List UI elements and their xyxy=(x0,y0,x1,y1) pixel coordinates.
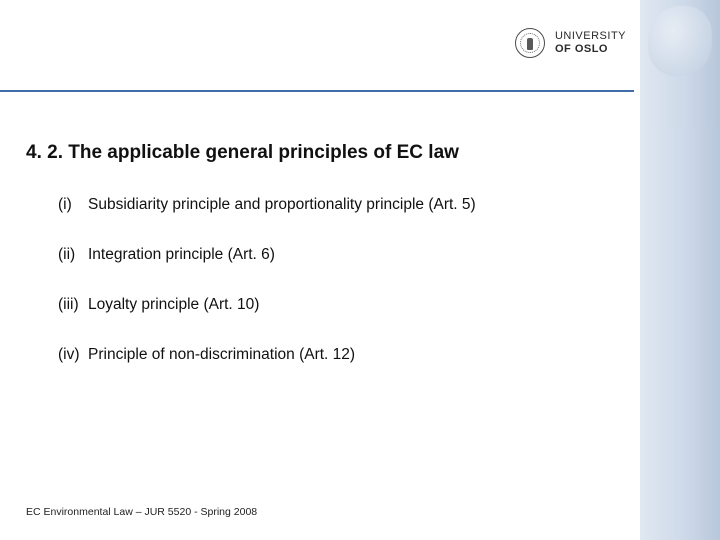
item-numeral: (i) xyxy=(58,196,88,214)
slide-footer: EC Environmental Law – JUR 5520 - Spring… xyxy=(26,506,257,518)
logo-text: UNIVERSITY OF OSLO xyxy=(555,30,626,55)
slide-heading: 4. 2. The applicable general principles … xyxy=(26,142,610,164)
right-band-ornament xyxy=(648,6,712,76)
item-text: Principle of non-discrimination (Art. 12… xyxy=(88,346,355,364)
item-text: Loyalty principle (Art. 10) xyxy=(88,296,259,314)
item-numeral: (ii) xyxy=(58,246,88,264)
header-divider xyxy=(0,90,634,92)
item-text: Integration principle (Art. 6) xyxy=(88,246,275,264)
right-decorative-band xyxy=(640,0,720,540)
item-numeral: (iii) xyxy=(58,296,88,314)
list-item: (ii) Integration principle (Art. 6) xyxy=(58,246,610,264)
logo-seal-icon xyxy=(515,28,545,58)
item-numeral: (iv) xyxy=(58,346,88,364)
slide: UNIVERSITY OF OSLO 4. 2. The applicable … xyxy=(0,0,720,540)
principle-list: (i) Subsidiarity principle and proportio… xyxy=(26,196,610,364)
logo-line1: UNIVERSITY xyxy=(555,30,626,43)
list-item: (iv) Principle of non-discrimination (Ar… xyxy=(58,346,610,364)
list-item: (i) Subsidiarity principle and proportio… xyxy=(58,196,610,214)
logo-line2: OF OSLO xyxy=(555,43,626,56)
item-text: Subsidiarity principle and proportionali… xyxy=(88,196,476,214)
university-logo: UNIVERSITY OF OSLO xyxy=(515,28,626,58)
list-item: (iii) Loyalty principle (Art. 10) xyxy=(58,296,610,314)
content-area: 4. 2. The applicable general principles … xyxy=(26,142,610,396)
